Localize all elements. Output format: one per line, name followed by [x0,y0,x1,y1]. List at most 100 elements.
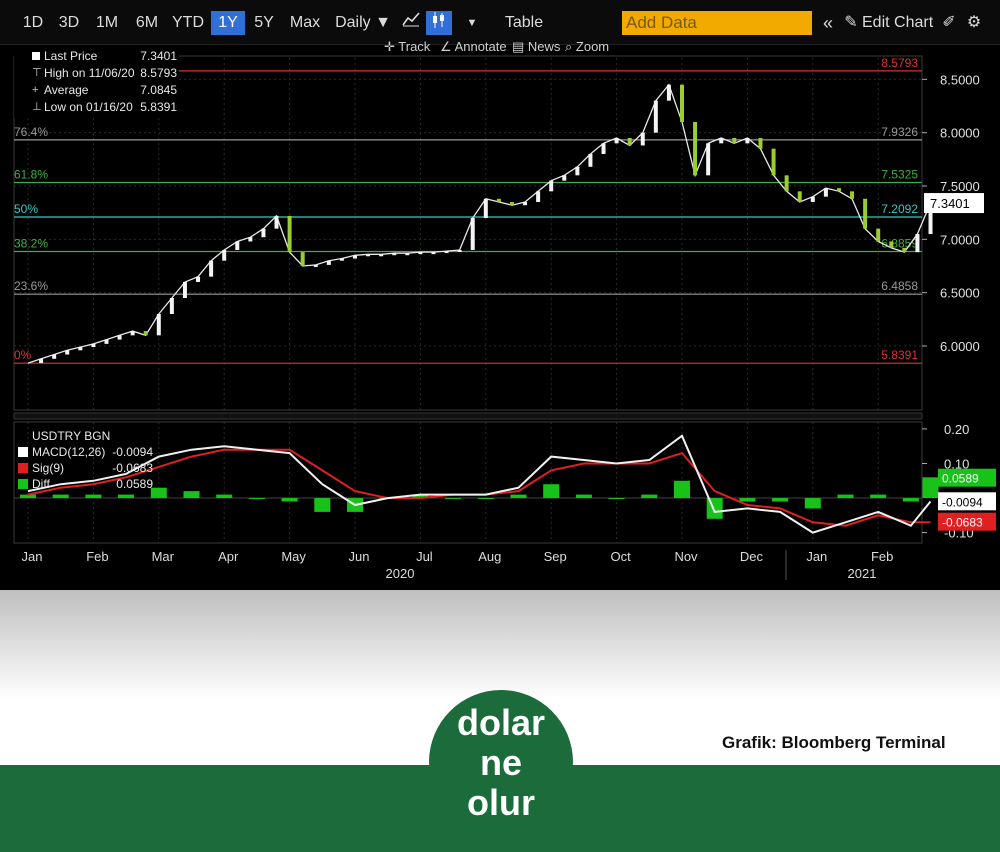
price-candle [182,282,187,298]
frequency-dropdown[interactable]: Daily ▼ [335,14,391,31]
diff-bar [477,498,494,500]
price-candle [863,198,868,229]
period-5y-button[interactable]: 5Y [254,14,274,31]
price-candle [601,143,606,154]
price-candle [287,215,292,253]
magnifier-icon: ⌕ [565,39,576,54]
price-candle [666,84,671,101]
price-candle [915,234,920,253]
fib-level-value: 6.4858 [881,279,918,293]
news-button[interactable]: ▤ News [512,38,560,56]
diff-bar [216,494,233,499]
macd-legend-row: MACD(12,26) -0.0094 [18,444,153,460]
period-1d-button[interactable]: 1D [22,14,44,31]
line-chart-icon[interactable] [400,11,422,35]
macd-value-tag-label: -0.0094 [942,495,983,509]
diff-bar [118,494,135,499]
price-candle [470,218,475,250]
price-candle [431,252,436,255]
sig-legend-row: Sig(9) -0.0683 [18,460,153,476]
period-1y-button[interactable]: 1Y [211,11,245,35]
diff-bar [870,494,887,499]
legend-label: Average [44,83,89,97]
x-tick-label: May [281,549,306,564]
edit-chart-button[interactable]: Edit Chart [862,14,934,31]
diff-bar [445,498,462,500]
price-candle [235,241,240,250]
macd-legend-title: USDTRY BGN [32,429,111,443]
last-price-tag-label: 7.3401 [930,196,970,211]
price-candle [836,188,841,192]
diff-bar [837,494,854,499]
price-ytick-label: 7.0000 [940,232,980,247]
fib-level-value: 7.2092 [881,202,918,216]
zoom-label: Zoom [575,39,610,54]
x-tick-label: Mar [152,549,175,564]
news-icon: ▤ [512,39,528,54]
legend-value: 5.8391 [140,100,177,114]
annotate-button[interactable]: ∠ Annotate [440,38,507,56]
price-candle [850,191,855,199]
price-candle [196,276,201,282]
legend-label: Last Price [44,49,98,63]
fib-level-label: 61.8% [14,168,48,182]
diff-bar [804,498,821,509]
price-candle [575,166,580,176]
diff-bar [85,494,102,499]
price-candle [653,100,658,133]
price-candle [209,260,214,277]
diff-bar [772,498,789,502]
price-candle [130,331,135,336]
diff-bar [674,480,690,499]
diff-legend-row: Diff 0.0589 [18,476,153,492]
period-ytd-button[interactable]: YTD [172,14,204,31]
period-3d-button[interactable]: 3D [58,14,80,31]
legend-high: ⊤ High on 11/06/20 8.5793 [14,65,179,82]
chart-type-chevron-down-icon[interactable]: ▼ [466,17,478,29]
period-6m-button[interactable]: 6M [135,14,159,31]
price-candle [823,188,828,197]
edit-pencil-icon[interactable]: ✐ [942,14,956,31]
price-candle [562,175,567,181]
price-candle [523,202,528,206]
macd-value: -0.0094 [112,445,153,459]
x-tick-label: Aug [478,549,501,564]
fib-level-label: 0% [14,348,32,362]
legend-label: Low on 01/16/20 [44,100,133,114]
price-ytick-label: 8.5000 [940,72,980,87]
price-candle [222,250,227,261]
x-tick-label: Feb [86,549,108,564]
zoom-button[interactable]: ⌕ Zoom [565,38,609,56]
price-candle [745,138,750,144]
diff-bar [902,498,919,502]
diff-bar [183,491,200,499]
x-tick-label: Jan [22,549,43,564]
track-button[interactable]: ✛ Track [384,38,430,56]
price-candle [680,84,684,122]
fib-level-label: 38.2% [14,237,48,251]
logo-line-dolar: dolar [456,702,545,743]
price-candle [379,254,384,257]
price-candle [588,154,593,167]
period-max-button[interactable]: Max [289,14,321,31]
macd-value-tag [938,492,996,511]
price-candle [706,143,711,176]
diff-swatch [18,479,28,489]
price-candle [549,180,554,192]
toolbar: 1D 3D 1M 6M YTD 1Y 5Y Max Daily ▼ ▼ Tabl… [0,0,1000,45]
table-button[interactable]: Table [504,14,544,31]
price-candle [313,264,318,267]
legend-average: + Average 7.0845 [14,82,179,99]
x-year-label: 2021 [848,566,877,581]
price-candle [536,191,541,202]
price-candle [143,331,148,336]
macd-swatch [18,447,28,457]
price-candle [797,191,802,202]
period-1m-button[interactable]: 1M [95,14,119,31]
settings-gear-icon[interactable]: ⚙ [966,14,982,31]
add-data-input[interactable]: Add Data [622,11,812,35]
candlestick-icon[interactable] [426,11,452,35]
diff-value: 0.0589 [116,477,153,491]
collapse-chevrons-icon[interactable]: « [822,13,833,33]
price-candle [78,347,83,351]
